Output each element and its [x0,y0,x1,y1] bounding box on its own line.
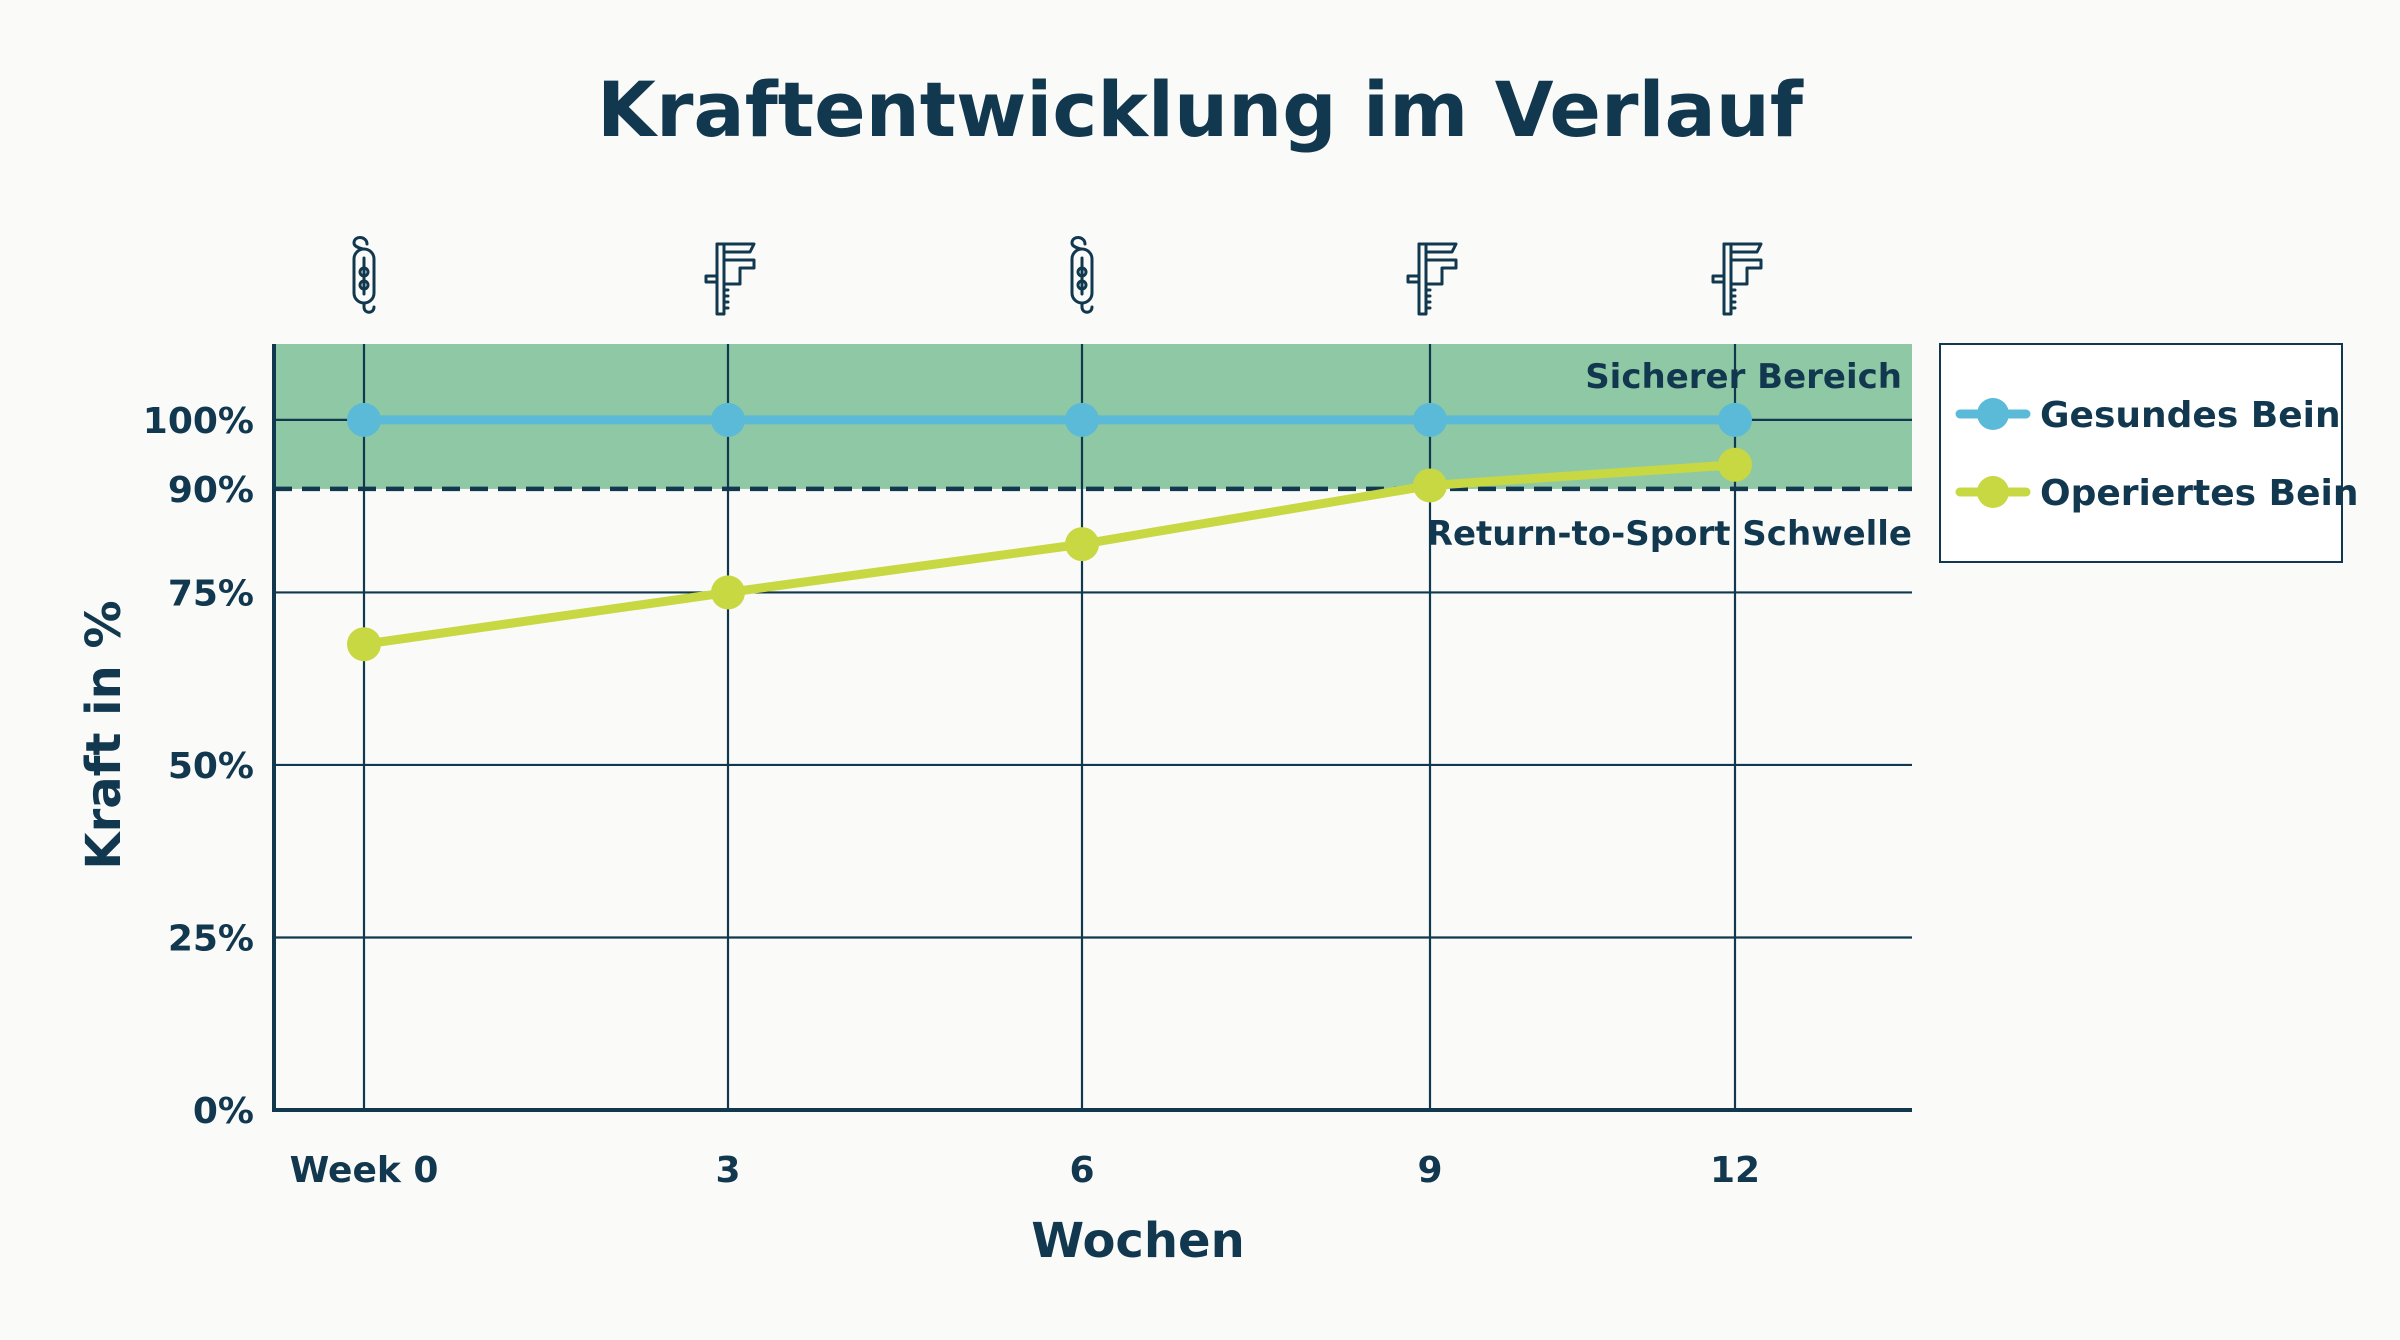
caliper-slider [1729,258,1763,286]
x-tick-label-2: 6 [1069,1150,1094,1191]
caliper-top-jaw [1417,242,1458,254]
x-tick-label-0: Week 0 [290,1150,439,1191]
legend-marker-operated-leg-icon [1977,476,2009,508]
caliper-left-jaw [1711,274,1726,284]
caliper-scale-ticks [1729,288,1737,310]
scale-hook-bottom [362,301,376,314]
data-point-healthy-leg-3 [1413,402,1447,437]
scale-hook-top [352,236,369,251]
scale-dial-lower [1076,279,1088,291]
data-point-operated-leg-4 [1718,447,1752,482]
scale-dial-upper [358,266,370,278]
caliper-slider [722,258,756,286]
x-tick-label-1: 3 [715,1150,740,1191]
legend-label-healthy-leg: Gesundes Bein [2040,395,2341,436]
caliper-icon-4 [1711,242,1763,316]
y-tick-label-5: 100% [143,401,254,442]
legend: Gesundes Bein Operiertes Bein [1939,343,2358,563]
scale-hook-top [1070,236,1087,251]
safe-zone-label: Sicherer Bereich [1585,357,1902,397]
caliper-icon-3 [1406,242,1458,316]
series-layer [347,402,1752,662]
data-point-operated-leg-1 [711,575,745,610]
caliper-beam [1722,242,1733,316]
caliper-beam [715,242,726,316]
data-point-operated-leg-0 [347,627,381,662]
caliper-scale-ticks [1424,288,1432,310]
caliper-beam [1417,242,1428,316]
threshold-label: Return-to-Sport Schwelle [1427,514,1912,554]
y-tick-label-1: 25% [168,918,254,959]
caliper-icon-1 [704,242,756,316]
data-point-healthy-leg-2 [1065,402,1099,437]
caliper-scale-ticks [722,288,730,310]
data-point-healthy-leg-4 [1718,402,1752,437]
data-point-operated-leg-2 [1065,527,1099,562]
x-tick-label-4: 12 [1710,1150,1760,1191]
y-axis-title: Kraft in % [76,600,132,869]
tick-labels-layer: 0% 25% 50% 75% 90% 100% Week 0 3 6 9 12 [143,401,1760,1191]
caliper-top-jaw [715,242,756,254]
y-tick-label-3: 75% [168,573,254,614]
caliper-top-jaw [1722,242,1763,254]
caliper-left-jaw [704,274,719,284]
series-line-operated-leg [359,460,1740,649]
caliper-slider [1424,258,1458,286]
data-point-healthy-leg-0 [347,402,381,437]
scale-hook-bottom [1080,301,1094,314]
scale-dial-upper [1076,266,1088,278]
legend-label-operated-leg: Operiertes Bein [2040,473,2358,514]
hanging-scale-icon-2 [1070,236,1094,314]
y-tick-label-4: 90% [168,470,254,511]
x-axis-title: Wochen [1031,1213,1245,1269]
legend-box [1939,343,2343,563]
y-tick-label-2: 50% [168,746,254,787]
axes-layer [272,344,1912,1112]
x-tick-label-3: 9 [1417,1150,1442,1191]
chart-title: Kraftentwicklung im Verlauf [597,65,1804,154]
scale-dial-lower [358,279,370,291]
hanging-scale-icon-0 [352,236,376,314]
data-point-healthy-leg-1 [711,402,745,437]
caliper-left-jaw [1406,274,1421,284]
y-tick-label-0: 0% [193,1091,254,1132]
data-point-operated-leg-3 [1413,468,1447,503]
legend-marker-healthy-leg-icon [1977,398,2009,430]
top-icons-layer [352,236,1763,316]
